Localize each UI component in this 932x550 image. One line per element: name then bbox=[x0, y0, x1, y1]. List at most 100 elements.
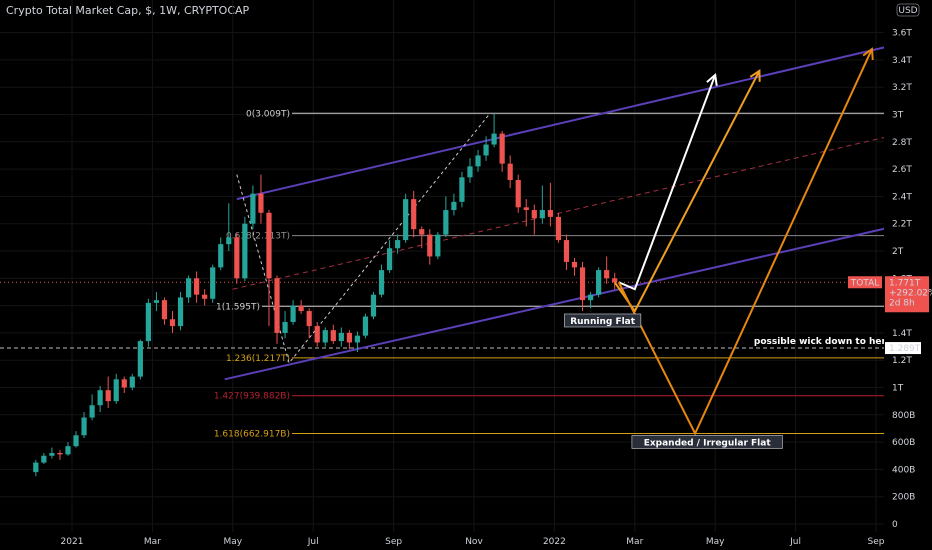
candle bbox=[153, 291, 160, 312]
candle bbox=[411, 190, 417, 238]
candle-body bbox=[563, 240, 570, 262]
candle bbox=[362, 313, 369, 339]
y-tick-label: 2.8T bbox=[892, 138, 912, 148]
candle bbox=[105, 376, 111, 408]
candle bbox=[515, 174, 521, 213]
candle-body bbox=[370, 294, 377, 317]
candle bbox=[403, 193, 409, 243]
price-badge-line: +292.02% bbox=[889, 288, 932, 298]
wave-dashed-path bbox=[236, 112, 491, 365]
candle bbox=[596, 267, 602, 298]
price-channel bbox=[224, 37, 925, 381]
y-tick-label: 600B bbox=[892, 438, 915, 448]
candle bbox=[97, 386, 103, 413]
x-tick-label: May bbox=[223, 537, 242, 547]
candle bbox=[234, 233, 240, 284]
candle-body bbox=[411, 199, 417, 230]
x-axis: 2021 Mar May Jul Sep Nov 2022 Mar May Jul Sep bbox=[0, 532, 885, 550]
projection-arrowhead-white bbox=[706, 72, 718, 86]
candle bbox=[169, 311, 176, 333]
candle bbox=[89, 394, 95, 421]
candle bbox=[338, 327, 344, 347]
candle bbox=[491, 113, 497, 148]
x-tick-label: Sep bbox=[868, 537, 885, 547]
candle-body bbox=[612, 278, 618, 283]
y-tick-label: 2.4T bbox=[892, 192, 912, 202]
y-tick-label: 800B bbox=[892, 411, 915, 421]
candle bbox=[579, 261, 586, 312]
candle bbox=[306, 308, 312, 339]
candle bbox=[57, 450, 63, 460]
candle-body bbox=[210, 267, 216, 299]
candle bbox=[523, 199, 529, 227]
projection-path-orange bbox=[613, 70, 761, 313]
candle bbox=[81, 412, 87, 439]
x-tick-label: Mar bbox=[144, 537, 161, 547]
candle bbox=[612, 272, 618, 290]
candle bbox=[330, 324, 336, 344]
x-tick-label: Jul bbox=[307, 537, 319, 547]
candle-body bbox=[177, 297, 184, 327]
candle bbox=[137, 339, 143, 380]
candle-body bbox=[258, 193, 264, 213]
price-badge-line: 1.771T bbox=[889, 278, 921, 288]
candle-body bbox=[298, 305, 304, 312]
annotation-box bbox=[564, 313, 642, 328]
candle bbox=[571, 257, 578, 276]
y-tick-label: 1T bbox=[892, 384, 904, 394]
annotation-box bbox=[631, 435, 783, 449]
fib-levels: 0(3.009T) 0.618(2.113T) 1(1.595T) 1.236(1.2… bbox=[0, 109, 884, 440]
x-tick-label: Nov bbox=[465, 537, 483, 547]
y-tick-label: 3.6T bbox=[892, 29, 912, 39]
projection-arrows bbox=[613, 47, 874, 436]
candle bbox=[49, 447, 55, 459]
candle-body bbox=[419, 229, 425, 235]
candle-body bbox=[137, 341, 143, 377]
candle-body bbox=[596, 270, 602, 295]
candle bbox=[354, 331, 361, 353]
candle-body bbox=[242, 223, 248, 279]
projection-arrowhead-darkorange bbox=[862, 47, 874, 61]
candle-body bbox=[346, 332, 352, 343]
candle-body bbox=[427, 234, 433, 257]
candle bbox=[427, 229, 433, 265]
y-tick-label: 400B bbox=[892, 465, 915, 475]
candle bbox=[378, 264, 385, 298]
candle bbox=[161, 297, 168, 325]
candle-body bbox=[531, 210, 537, 219]
x-tick-label: May bbox=[706, 537, 725, 547]
candle-body bbox=[185, 278, 192, 298]
y-tick-label: 2.6T bbox=[892, 165, 912, 175]
candle-body bbox=[467, 166, 473, 178]
candle-body bbox=[435, 234, 441, 257]
candle bbox=[587, 291, 594, 309]
candle-body bbox=[234, 237, 240, 279]
candle bbox=[531, 204, 537, 235]
candle bbox=[395, 234, 401, 254]
candle bbox=[298, 300, 304, 314]
candle bbox=[290, 300, 296, 325]
candle-body bbox=[523, 207, 529, 211]
symbol-label: TOTAL bbox=[850, 278, 880, 288]
y-tick-label: 3.2T bbox=[892, 83, 912, 93]
fib-label: 0(3.009T) bbox=[246, 109, 290, 119]
candle bbox=[274, 275, 280, 344]
candle bbox=[266, 210, 272, 327]
candle-body bbox=[483, 144, 489, 156]
candle bbox=[250, 185, 256, 230]
candle-body bbox=[459, 177, 465, 202]
candle bbox=[242, 216, 248, 282]
candle-body bbox=[226, 237, 232, 245]
candle-body bbox=[587, 294, 594, 301]
candle bbox=[185, 275, 192, 303]
candle-body bbox=[539, 210, 545, 219]
candle-body bbox=[274, 278, 280, 333]
y-tick-label: 1.2T bbox=[892, 356, 912, 366]
candle-body bbox=[41, 455, 47, 463]
channel-mid-line bbox=[232, 127, 925, 290]
candle-body bbox=[451, 201, 457, 211]
candle-body bbox=[129, 376, 135, 388]
candle-body bbox=[89, 405, 95, 418]
candle bbox=[322, 327, 328, 347]
